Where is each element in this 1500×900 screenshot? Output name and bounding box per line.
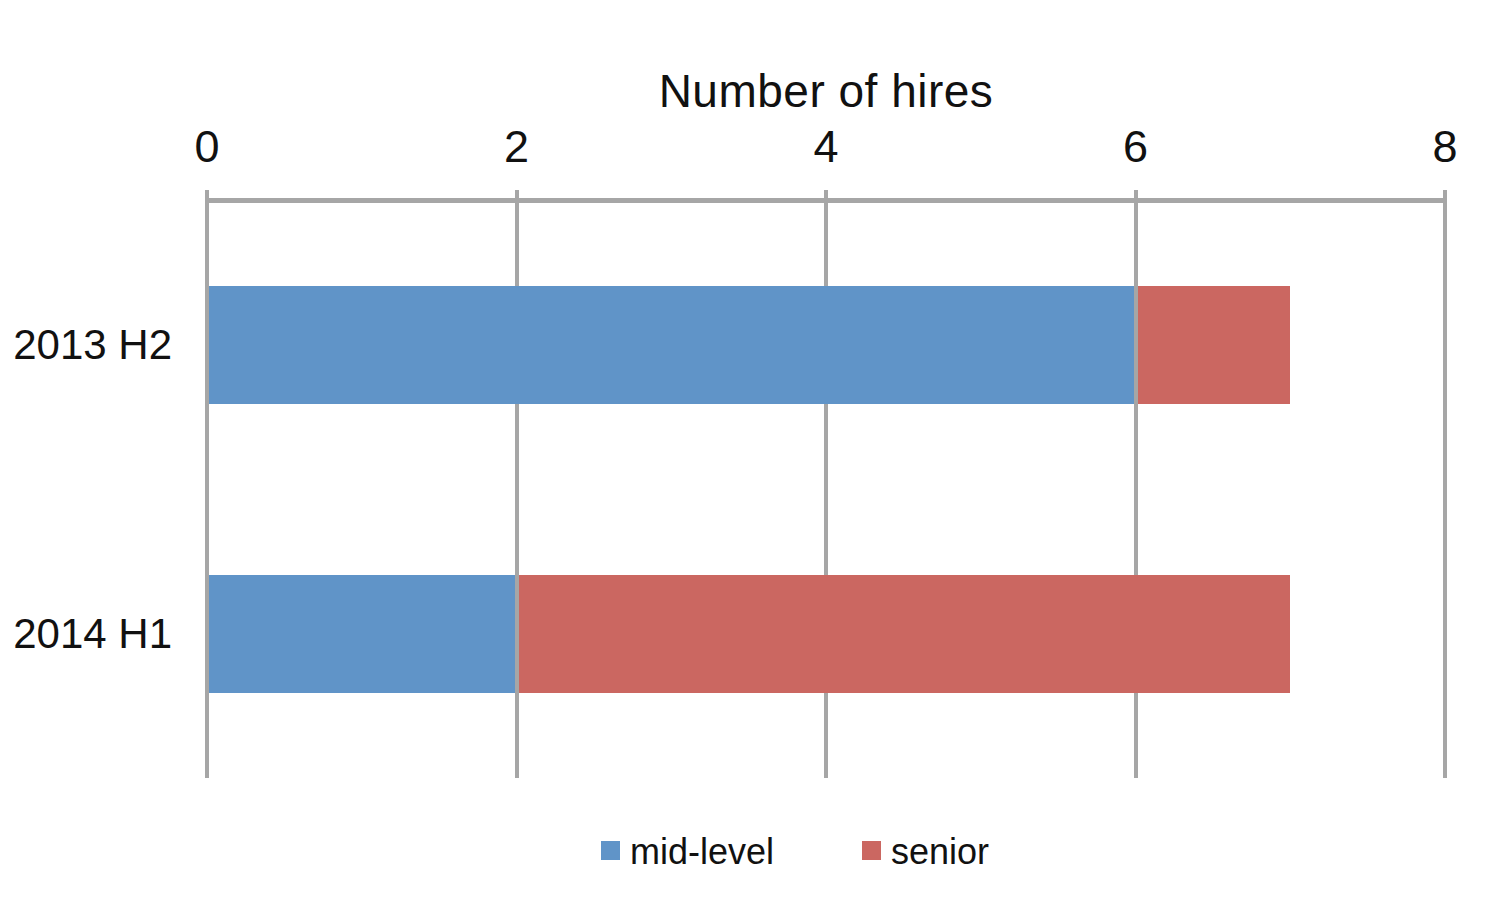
gridline <box>1443 200 1447 778</box>
legend-marker-mid-level <box>601 841 620 860</box>
axis-tick-label: 0 <box>194 124 219 169</box>
bar-segment-senior <box>1138 286 1291 404</box>
x-axis-line <box>205 198 1447 203</box>
axis-tick-label: 6 <box>1123 124 1148 169</box>
legend-item-mid-level: mid-level <box>601 834 774 870</box>
axis-tick-label: 8 <box>1432 124 1457 169</box>
legend-label: senior <box>891 834 989 870</box>
axis-tick-label: 2 <box>504 124 529 169</box>
chart-title: Number of hires <box>207 64 1445 118</box>
legend-label: mid-level <box>630 834 774 870</box>
category-label: 2014 H1 <box>0 609 172 659</box>
bar-segment-senior <box>519 575 1291 693</box>
bar-segment-mid-level <box>209 286 1134 404</box>
chart: Number of hires 0 2 4 6 8 2013 H2 2014 H1 mid-… <box>0 0 1500 900</box>
legend-item-senior: senior <box>862 834 989 870</box>
category-label: 2013 H2 <box>0 320 172 370</box>
legend-marker-senior <box>862 841 881 860</box>
legend: mid-level senior <box>90 834 1500 870</box>
axis-tick-label: 4 <box>813 124 838 169</box>
bar-segment-mid-level <box>209 575 515 693</box>
